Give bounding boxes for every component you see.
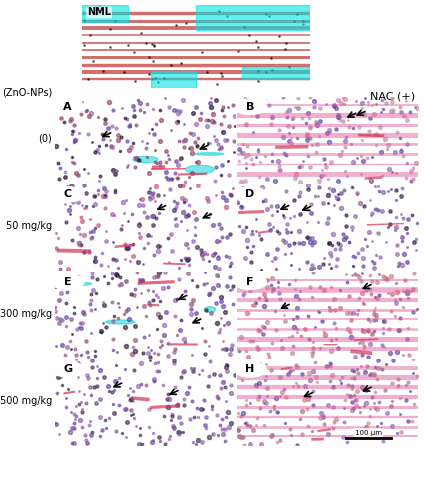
Text: F: F xyxy=(246,277,254,287)
Ellipse shape xyxy=(185,165,214,174)
Circle shape xyxy=(234,99,266,114)
Text: D: D xyxy=(245,190,255,200)
Ellipse shape xyxy=(67,282,92,286)
Ellipse shape xyxy=(105,320,135,324)
Text: 100 μm: 100 μm xyxy=(354,430,382,436)
Text: NML: NML xyxy=(87,8,111,18)
Ellipse shape xyxy=(204,306,216,312)
Text: NAC (+): NAC (+) xyxy=(370,92,415,102)
Text: C: C xyxy=(64,190,72,200)
Bar xyxy=(196,5,310,30)
Bar xyxy=(242,67,310,79)
Text: (ZnO-NPs): (ZnO-NPs) xyxy=(2,88,53,98)
Text: E: E xyxy=(64,277,72,287)
Circle shape xyxy=(52,274,84,289)
Ellipse shape xyxy=(195,152,224,156)
Text: H: H xyxy=(245,364,255,374)
Circle shape xyxy=(52,362,84,377)
Text: B: B xyxy=(246,102,254,112)
Circle shape xyxy=(234,186,266,202)
Text: 50 mg/kg: 50 mg/kg xyxy=(6,221,53,231)
Circle shape xyxy=(52,99,84,114)
Bar xyxy=(82,5,128,21)
Circle shape xyxy=(52,186,84,202)
Circle shape xyxy=(234,274,266,289)
Bar xyxy=(151,71,196,88)
Text: 300 mg/kg: 300 mg/kg xyxy=(0,308,53,319)
Text: 500 mg/kg: 500 mg/kg xyxy=(0,396,53,406)
Circle shape xyxy=(234,362,266,377)
Text: G: G xyxy=(63,364,73,374)
Text: A: A xyxy=(64,102,72,112)
Text: (0): (0) xyxy=(39,134,53,144)
Ellipse shape xyxy=(133,156,158,162)
